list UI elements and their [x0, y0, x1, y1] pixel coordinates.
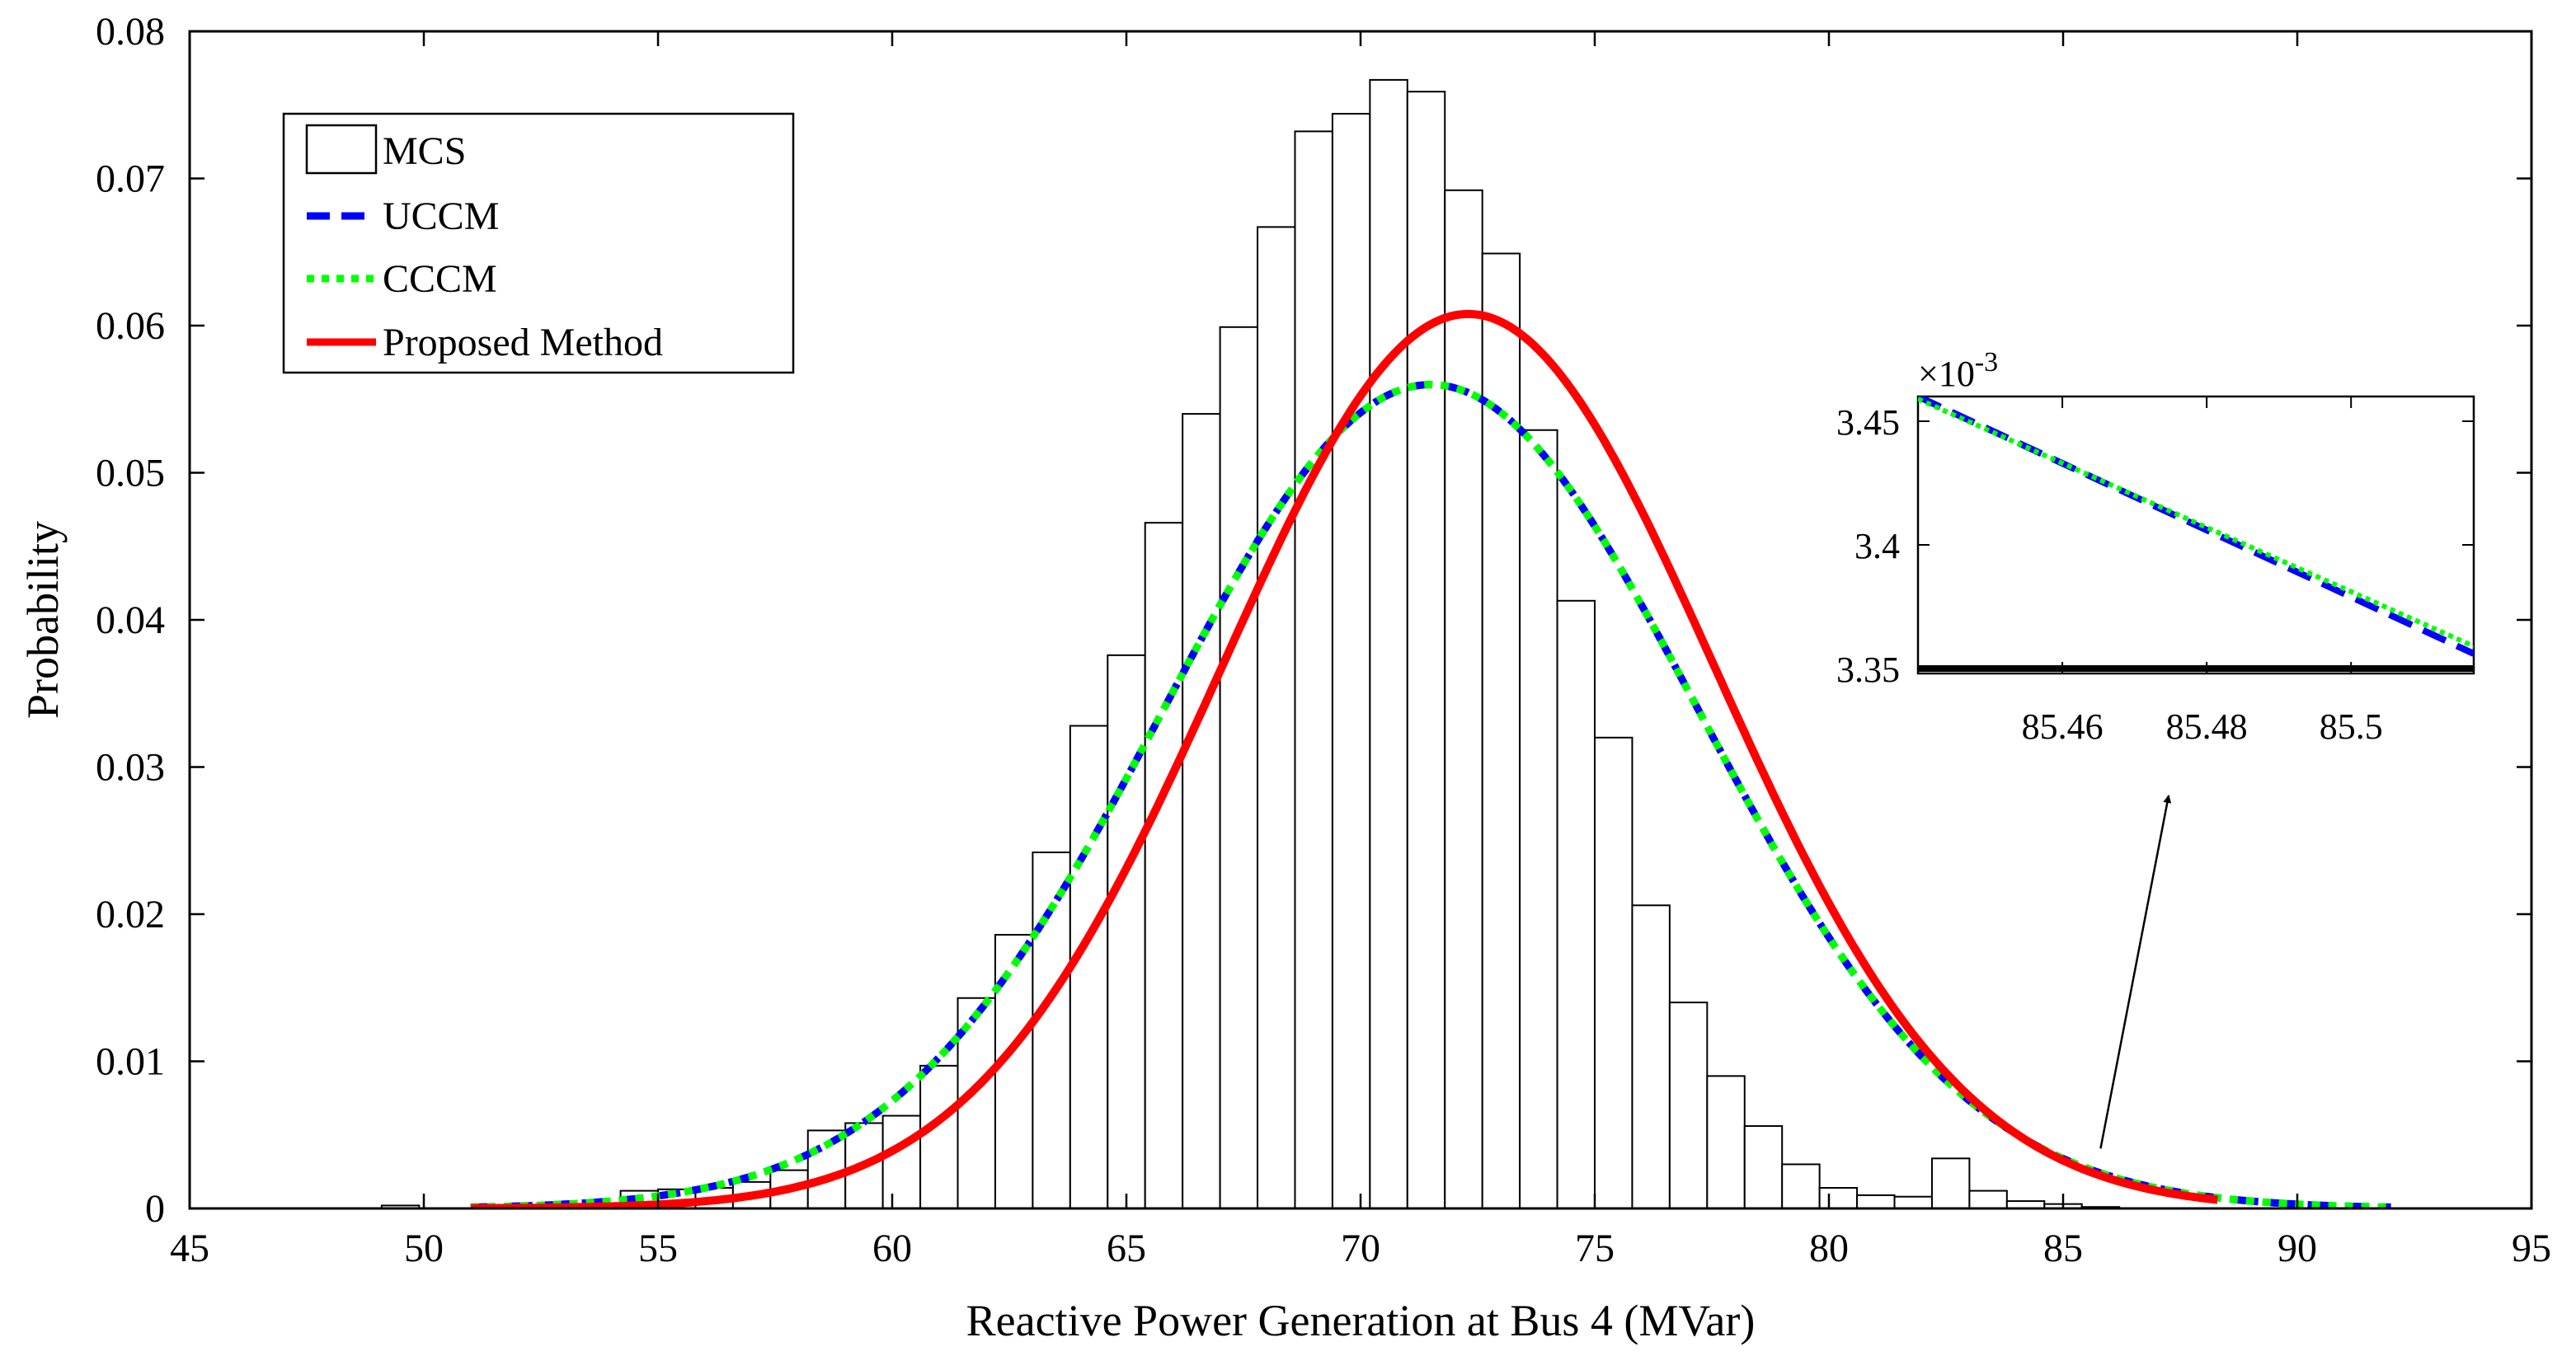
histogram-bar: [1107, 654, 1146, 1208]
histogram-bar: [881, 1114, 922, 1208]
x-tick-label: 85: [2043, 1227, 2083, 1270]
histogram-bar: [994, 933, 1034, 1208]
x-tick-label: 45: [170, 1227, 209, 1270]
histogram-bar: [1369, 78, 1408, 1208]
histogram-bar: [1257, 226, 1296, 1208]
y-tick-label: 0.08: [96, 10, 165, 54]
histogram-bar: [1144, 522, 1184, 1208]
histogram-bar: [1219, 326, 1259, 1208]
histogram-bar: [380, 1204, 421, 1208]
x-tick-label: 70: [1341, 1227, 1380, 1270]
inset-y-tick-label: 3.35: [1836, 650, 1900, 690]
histogram-bar: [1294, 130, 1333, 1208]
histogram-bar: [1856, 1194, 1896, 1208]
x-tick-label: 90: [2278, 1227, 2317, 1270]
y-tick-label: 0.06: [96, 304, 165, 348]
x-tick-label: 60: [872, 1227, 912, 1270]
x-axis-ticks: 45 50 55 60 65 70 75 80 85 90 95: [170, 31, 2551, 1270]
y-tick-label: 0.05: [96, 452, 165, 495]
inset-y-tick-label: 3.4: [1854, 526, 1900, 566]
y-tick-label: 0.02: [96, 893, 165, 936]
legend: MCS UCCM CCCM Proposed Method: [282, 112, 795, 374]
legend-label-uccm: UCCM: [383, 195, 499, 238]
x-tick-label: 50: [404, 1227, 444, 1270]
inset-x-tick-label: 85.5: [2320, 706, 2383, 747]
x-tick-label: 55: [638, 1227, 678, 1270]
histogram-bar: [1069, 725, 1109, 1208]
histogram-bar: [1968, 1189, 2008, 1208]
inset-y-tick-label: 3.45: [1836, 402, 1900, 443]
x-tick-label: 75: [1575, 1227, 1615, 1270]
inset-x-tick-label: 85.48: [2166, 706, 2248, 747]
histogram-bar: [1406, 91, 1446, 1208]
y-tick-label: 0.03: [96, 746, 165, 790]
y-axis-ticks: 0 0.01 0.02 0.03 0.04 0.05 0.06 0.07 0.08: [96, 10, 2531, 1231]
histogram-bar: [1818, 1187, 1859, 1208]
histogram-bar: [1594, 736, 1634, 1208]
x-tick-label: 80: [1809, 1227, 1849, 1270]
x-tick-label: 65: [1107, 1227, 1146, 1270]
legend-label-mcs: MCS: [383, 129, 466, 173]
inset-uccm-line: [1918, 396, 2474, 657]
legend-swatch-mcs: [305, 124, 378, 175]
histogram-bar: [1182, 413, 1221, 1208]
histogram-bar: [1631, 904, 1671, 1208]
legend-label-proposed: Proposed Method: [383, 321, 663, 364]
y-tick-label: 0.04: [96, 598, 165, 642]
density-curves: [470, 309, 2391, 1208]
histogram-bar: [1519, 429, 1558, 1208]
inset-exponent-label: ×10-3: [1918, 347, 1998, 394]
histogram-bar: [1331, 112, 1371, 1208]
y-tick-label: 0: [145, 1187, 165, 1231]
histogram-bar: [1444, 189, 1483, 1208]
histogram-bar: [1743, 1125, 1784, 1208]
zoom-arrow: [2099, 795, 2172, 1149]
histogram-bar: [1668, 1002, 1709, 1208]
legend-label-cccm: CCCM: [383, 257, 497, 301]
histogram-bar: [1781, 1163, 1821, 1208]
x-tick-label: 95: [2512, 1227, 2551, 1270]
histogram-bar: [1706, 1075, 1746, 1208]
histogram-bar: [1930, 1157, 1971, 1208]
histogram-bar: [919, 1064, 959, 1208]
series-line-proposed-method: [470, 309, 2219, 1208]
y-tick-label: 0.01: [96, 1040, 165, 1084]
inset-cccm-line: [1918, 396, 2474, 649]
y-axis-title: Probability: [18, 521, 68, 719]
zoom-inset: 85.46 85.48 85.5 3.45 3.4 3.35 ×10-3: [1836, 347, 2475, 747]
x-axis-title: Reactive Power Generation at Bus 4 (MVar…: [966, 1296, 1756, 1345]
inset-x-tick-label: 85.46: [2022, 706, 2104, 747]
y-tick-label: 0.07: [96, 157, 165, 201]
histogram-bar: [1893, 1195, 1933, 1208]
histogram-bars: [380, 78, 2121, 1208]
histogram-bar: [1481, 252, 1521, 1208]
histogram-bar: [1556, 599, 1596, 1208]
